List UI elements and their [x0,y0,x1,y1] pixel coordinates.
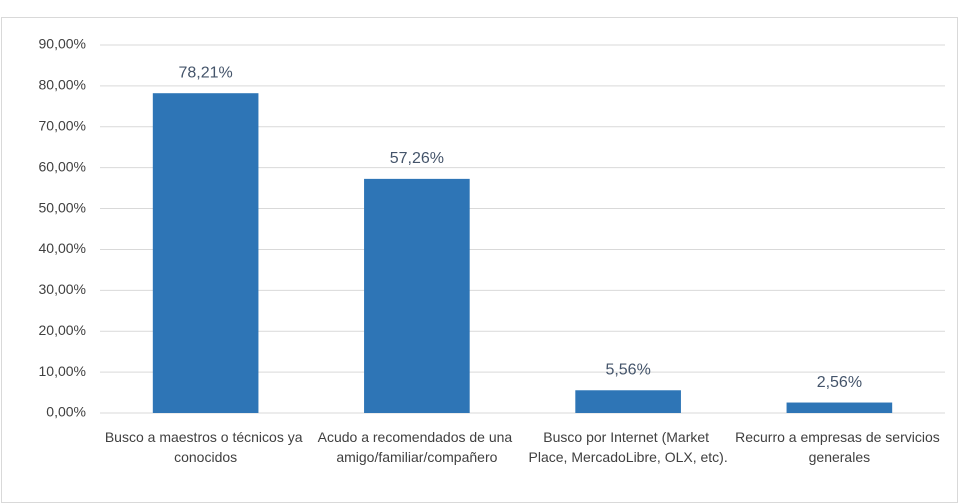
value-label: 2,56% [817,374,862,391]
y-tick-label: 80,00% [39,77,86,93]
y-tick-label: 60,00% [39,158,86,174]
value-label: 57,26% [390,150,444,167]
y-tick-label: 10,00% [39,363,86,379]
y-tick-label: 0,00% [46,404,86,420]
y-tick-label: 40,00% [39,240,86,256]
bar [152,93,259,413]
y-tick-label: 30,00% [39,281,86,297]
x-tick-label: Busco por Internet (Market Place, Mercad… [529,429,728,465]
y-tick-label: 20,00% [39,322,86,338]
y-tick-label: 70,00% [39,117,86,133]
bar [364,178,470,413]
value-label: 5,56% [605,361,650,378]
x-tick-label: Recurro a empresas de servicios generale… [735,429,944,465]
x-tick-label: Acudo a recomendados de una amigo/famili… [318,429,516,465]
bar [575,390,681,413]
value-label: 78,21% [178,64,232,81]
x-tick-label: Busco a maestros o técnicos ya conocidos [105,429,307,465]
y-tick-label: 90,00% [39,36,86,52]
y-tick-label: 50,00% [39,199,86,215]
bar [786,402,893,413]
